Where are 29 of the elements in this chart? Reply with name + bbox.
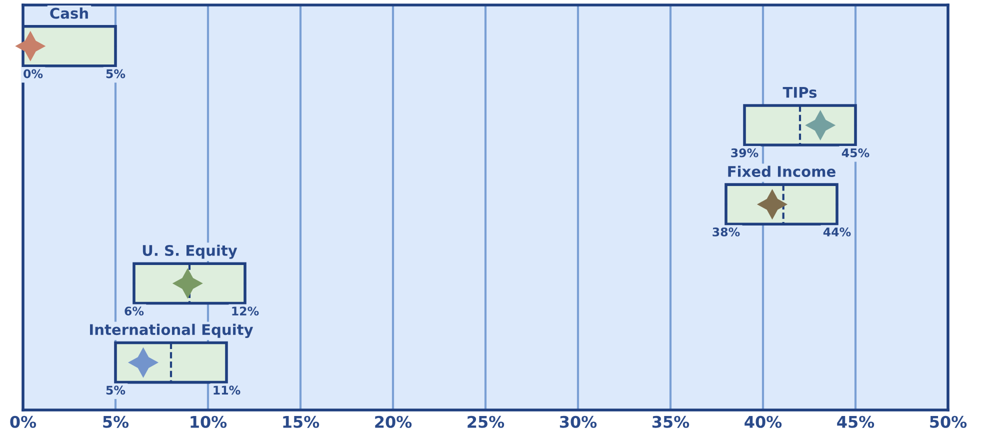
- text: 5%: [106, 69, 126, 78]
- y-tick-label: U. S. Equity: [142, 244, 238, 259]
- x-tick-label: 5%: [103, 416, 129, 428]
- x-tick-label: 45%: [837, 416, 874, 428]
- text: 12%: [232, 306, 259, 316]
- x-tick-label: 20%: [375, 416, 412, 428]
- text: 45%: [842, 148, 870, 158]
- text: 6%: [124, 306, 144, 316]
- x-tick-label: 10%: [190, 416, 227, 428]
- y-tick-label: TIPs: [782, 87, 817, 98]
- y-tick-label: International Equity: [90, 324, 254, 338]
- x-tick-label: 15%: [283, 416, 320, 428]
- point: [15, 30, 46, 62]
- text: 0%: [24, 69, 43, 78]
- x-tick-label: 25%: [468, 416, 504, 428]
- x-tick-label: 30%: [560, 416, 597, 428]
- x-tick-label: 50%: [930, 416, 967, 428]
- text: 5%: [106, 386, 126, 395]
- text: 38%: [712, 227, 740, 236]
- y-tick-label: Fixed Income: [728, 166, 836, 177]
- y-tick-label: Cash: [50, 7, 88, 19]
- text: 44%: [823, 227, 851, 236]
- text: 11%: [214, 386, 240, 395]
- point: [128, 347, 159, 378]
- x-tick-label: 35%: [652, 416, 690, 428]
- text: 39%: [731, 148, 758, 158]
- x-tick-label: 0%: [10, 416, 36, 428]
- x-tick-label: 40%: [744, 416, 782, 428]
- point: [805, 110, 836, 141]
